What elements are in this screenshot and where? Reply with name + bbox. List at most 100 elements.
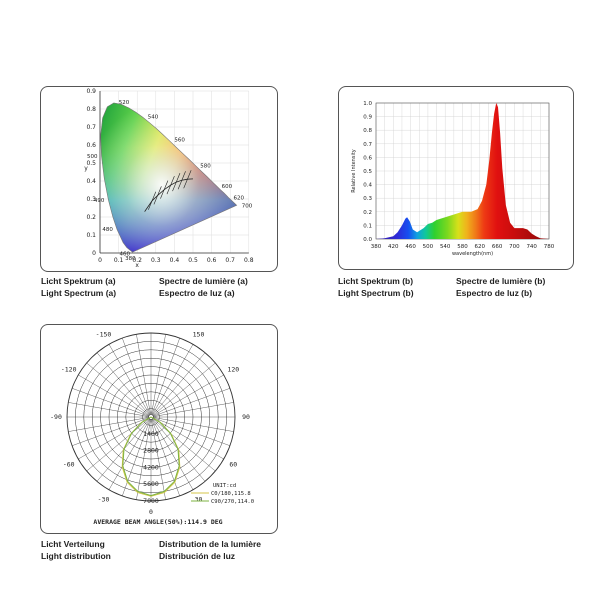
cie-isotherm <box>148 191 157 210</box>
spectrum-y-tick: 0.8 <box>363 128 372 134</box>
polar-spoke <box>150 362 216 418</box>
spectrum-y-tick: 0.5 <box>363 169 372 175</box>
polar-spoke <box>86 416 152 472</box>
spectrum-x-tick: 740 <box>526 244 537 250</box>
cie-gamut-white <box>100 102 237 253</box>
polar-spoke <box>68 416 152 432</box>
cie-x-tick: 0.3 <box>151 257 161 264</box>
cie-y-tick: 0.2 <box>86 214 96 221</box>
caption-c-fr: Distribution de la lumière <box>159 539 262 549</box>
cie-wavelength-label: 380 <box>125 256 136 262</box>
polar-angle-label: -90 <box>50 413 62 421</box>
cie-y-tick: 0.5 <box>86 160 96 167</box>
caption-a-en: Light Spectrum (a) <box>41 288 117 298</box>
polar-spoke <box>122 338 152 418</box>
spectrum-x-tick: 620 <box>475 244 486 250</box>
polar-spoke <box>150 416 216 472</box>
spectrum-chart-panel: 380 420 460 500 540 580 620 660 700 740 780 0.0 0.1 0… <box>338 86 574 270</box>
cie-wavelength-label: 620 <box>234 196 245 202</box>
spectrum-y-tick: 0.6 <box>363 155 372 161</box>
polar-radial-label: 5600 <box>143 480 159 488</box>
cie-y-tick: 0.9 <box>86 88 96 95</box>
spectrum-x-tick: 380 <box>371 244 382 250</box>
cie-isotherm <box>166 176 175 195</box>
polar-spoke <box>136 416 152 500</box>
cie-isotherm <box>153 186 162 205</box>
cie-wavelength-label: 540 <box>148 114 159 120</box>
spectrum-x-tick: 580 <box>457 244 468 250</box>
cie-wavelength-label: 560 <box>174 138 185 144</box>
polar-spoke <box>150 416 166 500</box>
spectrum-chart: 380 420 460 500 540 580 620 660 700 740 780 0.0 0.1 0… <box>351 101 555 257</box>
spectrum-y-tick: 0.7 <box>363 142 372 148</box>
polar-angle-label: -/+180 <box>139 325 163 326</box>
polar-spoke <box>150 402 234 418</box>
cie-wavelength-label: 520 <box>119 100 130 106</box>
spectrum-area <box>376 103 549 239</box>
cie-isotherm <box>177 171 186 190</box>
polar-angle-label: 0 <box>149 508 153 516</box>
caption-a-de: Licht Spektrum (a) <box>41 276 116 286</box>
polar-radial-label: 4200 <box>143 463 159 471</box>
cie-x-tick: 0 <box>98 257 102 264</box>
polar-spoke <box>150 344 194 418</box>
polar-angle-label: -150 <box>96 331 112 339</box>
polar-spoke <box>136 334 152 418</box>
polar-radial-label: 2800 <box>143 447 159 455</box>
polar-legend-label: C0/180,115.8 <box>211 491 251 497</box>
polar-spoke <box>96 352 152 418</box>
polar-radial-label: 7000 <box>143 497 159 505</box>
spectrum-x-tick: 700 <box>509 244 520 250</box>
caption-c-de: Licht Verteilung <box>41 539 105 549</box>
cie-x-tick: 0.6 <box>207 257 217 264</box>
spectrum-x-tick: 540 <box>440 244 451 250</box>
polar-distribution-chart: -/+180 -150 150 -120 120 -90 90 -60 60 -30 30 0 1400… <box>50 325 254 526</box>
polar-spoke <box>78 416 152 460</box>
cie-wavelength-label: 460 <box>120 252 131 258</box>
cie-y-tick: 0.4 <box>86 178 96 185</box>
polar-spoke <box>150 334 166 418</box>
cie-x-tick: 0.4 <box>170 257 180 264</box>
cie-x-tick: 0.8 <box>244 257 254 264</box>
polar-spoke <box>108 344 152 418</box>
polar-chart-panel: -/+180 -150 150 -120 120 -90 90 -60 60 -30 30 0 1400… <box>40 324 278 534</box>
spectrum-x-label: wavelength(nm) <box>452 251 493 257</box>
cie-y-tick: 0.7 <box>86 124 96 131</box>
cie-y-tick: 0 <box>92 250 96 257</box>
cie-x-tick: 0.7 <box>225 257 235 264</box>
spectrum-y-tick: 0.1 <box>363 223 372 229</box>
polar-spoke <box>150 388 230 418</box>
polar-spoke <box>150 416 224 460</box>
cie-y-tick: 0.6 <box>86 142 96 149</box>
caption-b-en: Light Spectrum (b) <box>338 288 414 298</box>
cie-wavelength-label: 500 <box>87 154 98 160</box>
cie-isotherm <box>172 172 181 192</box>
spectrum-y-tick: 1.0 <box>363 101 372 107</box>
cie-y-tick: 0.3 <box>86 196 96 203</box>
spectrum-y-tick: 0.0 <box>363 237 372 243</box>
caption-c-es: Distribución de luz <box>159 551 236 561</box>
polar-unit-label: UNIT:cd <box>213 483 236 489</box>
spectrum-y-tick: 0.4 <box>363 183 372 189</box>
polar-spoke <box>108 416 152 490</box>
cie-wavelength-label: 480 <box>102 227 113 233</box>
polar-angle-label: 150 <box>193 331 205 339</box>
caption-a-fr: Spectre de lumière (a) <box>159 276 248 286</box>
cie-locus-outline <box>100 102 238 253</box>
cie-y-label: y <box>84 165 88 172</box>
polar-spoke <box>68 402 152 418</box>
polar-radial-label: 1400 <box>143 430 159 438</box>
cie-chromaticity-chart: 0 0.1 0.2 0.3 0.4 0.5 0.6 0.7 0.8 0 0.1 0.2 0.3 0.4 0.… <box>84 88 254 269</box>
caption-c-en: Light distribution <box>41 551 111 561</box>
spectrum-y-tick: 0.2 <box>363 210 372 216</box>
cie-x-tick: 0.1 <box>114 257 124 264</box>
polar-angle-label: 120 <box>227 366 239 374</box>
cie-wavelength-label: 600 <box>222 184 233 190</box>
polar-series-curve <box>122 416 180 497</box>
cie-x-label: x <box>135 262 139 269</box>
cie-x-tick: 0.5 <box>188 257 198 264</box>
cie-wavelength-label: 700 <box>242 203 253 209</box>
polar-legend-label: C90/270,114.0 <box>211 499 254 505</box>
caption-a-es: Espectro de luz (a) <box>159 288 235 298</box>
polar-spoke <box>150 416 234 432</box>
